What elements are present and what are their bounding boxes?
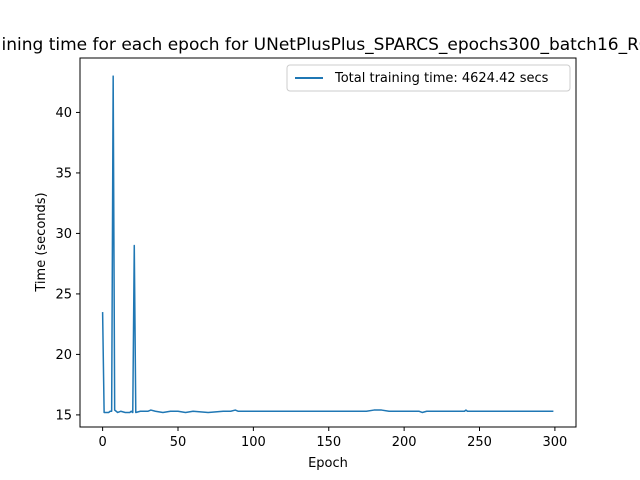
x-tick-label: 100 xyxy=(241,435,266,450)
y-axis-label: Time (seconds) xyxy=(34,192,49,292)
x-tick-label: 300 xyxy=(542,435,567,450)
x-tick-label: 50 xyxy=(170,435,187,450)
x-tick-label: 200 xyxy=(392,435,417,450)
y-tick-label: 40 xyxy=(55,106,72,121)
y-tick-label: 30 xyxy=(55,227,72,242)
legend: Total training time: 4624.42 secs xyxy=(287,65,570,91)
y-tick-label: 25 xyxy=(55,287,72,302)
y-tick-label: 15 xyxy=(55,408,72,423)
y-tick-label: 35 xyxy=(55,166,72,181)
plot-area xyxy=(80,58,576,427)
x-tick-label: 150 xyxy=(316,435,341,450)
chart-title: Training time for each epoch for UNetPlu… xyxy=(0,35,640,55)
x-tick-label: 0 xyxy=(98,435,106,450)
series-line xyxy=(103,76,554,412)
legend-label: Total training time: 4624.42 secs xyxy=(334,71,549,86)
x-tick-label: 250 xyxy=(467,435,492,450)
y-tick-label: 20 xyxy=(55,348,72,363)
x-axis-label: Epoch xyxy=(308,456,348,471)
y-axis: 15 20 25 30 35 40 xyxy=(55,106,80,423)
x-axis: 0 50 100 150 200 250 300 xyxy=(98,427,567,450)
